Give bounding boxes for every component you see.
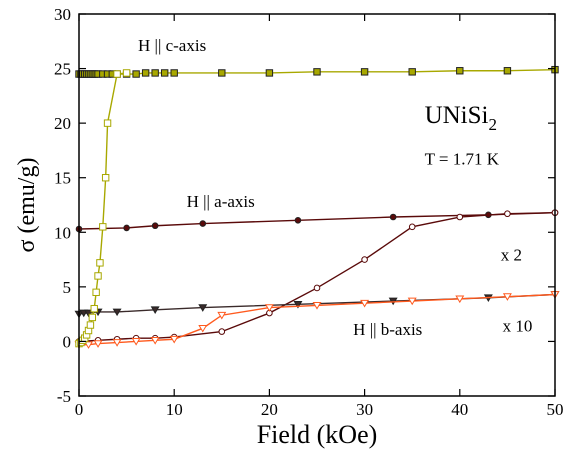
data-point <box>361 256 368 263</box>
data-point <box>122 69 131 77</box>
data-point <box>456 67 464 75</box>
x-axis-title: Field (kOe) <box>257 420 378 449</box>
data-point <box>86 321 95 329</box>
data-point <box>265 69 274 77</box>
compound-subscript: 2 <box>488 115 497 134</box>
plot-frame <box>78 13 556 397</box>
annotation-x2: x 2 <box>501 246 522 265</box>
series-line <box>79 293 556 346</box>
data-point <box>293 300 303 309</box>
series-b-x10 <box>74 291 560 349</box>
data-point <box>93 340 103 348</box>
series-c-up <box>75 65 559 78</box>
data-point <box>313 284 321 292</box>
data-point <box>151 222 159 230</box>
data-point <box>313 68 321 76</box>
data-point <box>198 324 208 333</box>
data-point <box>92 288 100 297</box>
series-a-axis <box>75 209 559 233</box>
y-axis-ticks: -5 0 5 10 15 20 25 30 <box>54 5 555 406</box>
data-point <box>101 174 110 182</box>
series-line <box>78 211 556 230</box>
y-tick-label: 5 <box>63 278 72 297</box>
series-a-x2 <box>75 209 559 345</box>
data-point <box>456 213 464 221</box>
annotation-b-axis: H || b-axis <box>353 320 422 339</box>
data-point <box>90 304 98 313</box>
y-tick-label: 30 <box>54 5 71 24</box>
data-point <box>88 313 97 322</box>
data-point <box>407 297 417 306</box>
data-point <box>455 295 465 304</box>
x-tick-label: 0 <box>75 400 84 419</box>
data-point <box>141 69 150 77</box>
compound-base: UNiSi <box>425 102 489 129</box>
data-point <box>170 69 178 77</box>
data-point <box>160 69 169 77</box>
data-point <box>408 68 416 76</box>
data-point <box>96 259 104 267</box>
data-point <box>504 210 511 218</box>
data-point <box>360 299 370 308</box>
x-tick-label: 40 <box>451 400 468 419</box>
y-axis-title: σ (emu/g) <box>14 158 40 253</box>
data-point <box>94 272 102 280</box>
x-tick-label: 20 <box>261 400 278 419</box>
data-point <box>408 223 416 231</box>
annotation-x10: x 10 <box>503 317 533 336</box>
data-point <box>131 338 141 346</box>
data-point <box>132 70 140 78</box>
x-tick-label: 50 <box>547 400 564 419</box>
x-tick-label: 10 <box>166 400 183 419</box>
x-tick-label: 30 <box>356 400 373 419</box>
data-point <box>199 220 207 227</box>
data-point <box>264 304 274 312</box>
data-point <box>218 328 226 335</box>
data-point <box>112 339 122 347</box>
data-point <box>217 311 227 320</box>
annotation-temperature: T = 1.71 K <box>425 150 500 169</box>
compound-label: UNiSi2 <box>425 102 497 134</box>
data-point <box>123 224 130 232</box>
y-tick-label: 15 <box>54 169 71 188</box>
data-point <box>103 119 112 127</box>
data-point <box>150 336 160 345</box>
data-point <box>99 223 107 231</box>
y-tick-label: 25 <box>54 60 71 79</box>
data-point <box>198 304 208 312</box>
series-c-virgin <box>75 69 131 348</box>
series-line <box>78 72 127 345</box>
data-point <box>150 306 160 315</box>
y-tick-label: 10 <box>54 223 71 242</box>
y-tick-label: 20 <box>54 114 71 133</box>
data-point <box>113 70 121 78</box>
data-point <box>112 308 122 317</box>
y-tick-label: -5 <box>57 387 71 406</box>
x-axis-ticks: 0 10 20 30 40 50 <box>75 14 564 419</box>
plot-content <box>74 65 560 349</box>
data-point <box>151 69 159 77</box>
data-point <box>502 293 512 301</box>
data-point <box>84 309 93 318</box>
data-point <box>389 213 397 221</box>
data-point <box>360 68 369 76</box>
annotation-c-axis: H || c-axis <box>138 36 206 55</box>
data-point <box>312 302 322 310</box>
series-line <box>78 211 556 343</box>
data-point <box>218 69 226 77</box>
data-point <box>294 216 302 224</box>
data-point <box>84 341 93 349</box>
annotation-a-axis: H || a-axis <box>187 192 255 211</box>
data-point <box>169 335 179 344</box>
y-tick-label: 0 <box>63 332 72 351</box>
data-point <box>503 67 512 75</box>
